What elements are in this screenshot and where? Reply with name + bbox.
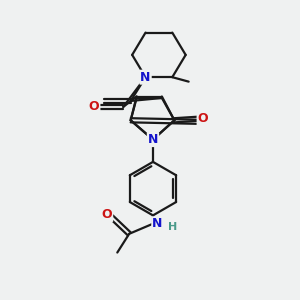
Text: N: N [152, 217, 163, 230]
Text: O: O [89, 100, 99, 113]
Text: O: O [102, 208, 112, 221]
Text: H: H [168, 222, 178, 232]
Text: O: O [198, 112, 208, 125]
Text: N: N [140, 71, 151, 84]
Text: N: N [148, 133, 158, 146]
